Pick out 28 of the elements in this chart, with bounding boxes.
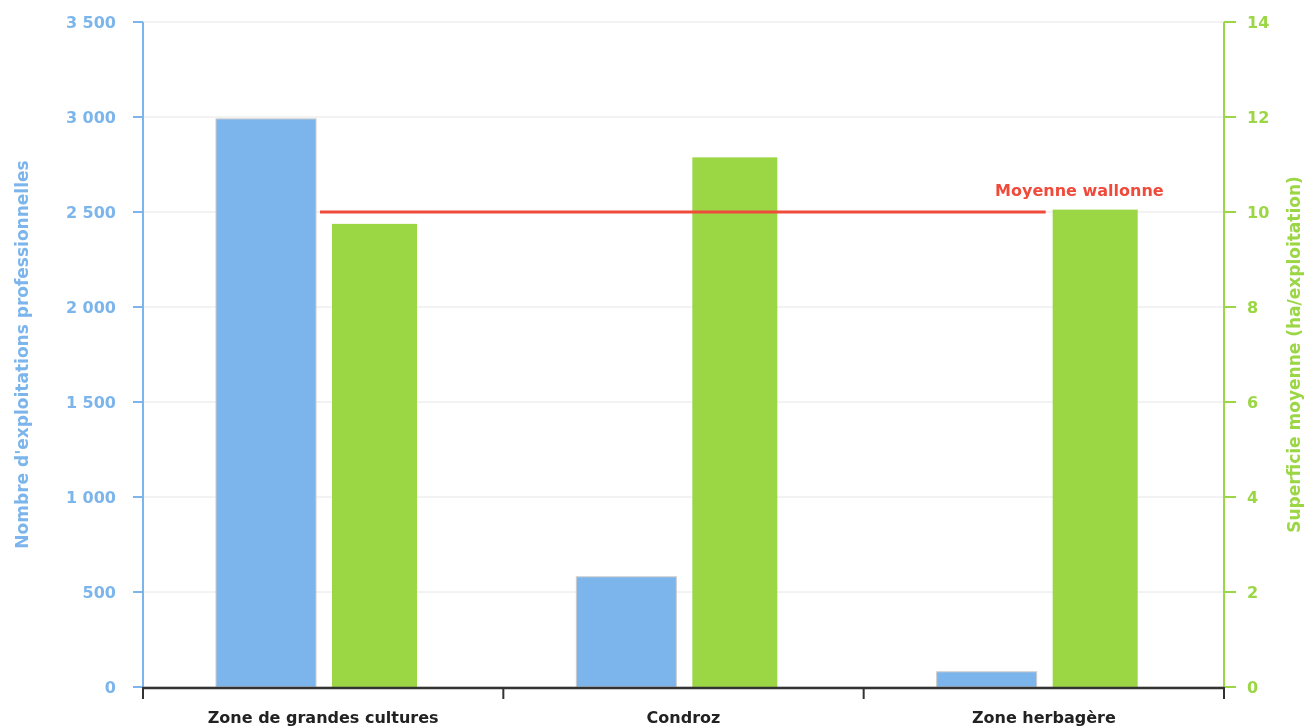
bar xyxy=(575,576,677,688)
bar xyxy=(332,223,417,687)
y-tick-label: 0 xyxy=(104,678,116,697)
bar xyxy=(1052,209,1138,687)
y2-tick-label: 0 xyxy=(1247,678,1259,697)
y-tick-label: 1 500 xyxy=(65,393,116,412)
bar xyxy=(936,671,1038,688)
x-tick-label: Zone herbagère xyxy=(971,708,1116,727)
bar xyxy=(692,157,778,687)
y-tick-label: 500 xyxy=(82,583,116,602)
y2-tick-label: 14 xyxy=(1247,13,1270,32)
y2-tick-label: 6 xyxy=(1247,393,1259,412)
x-tick-label: Zone de grandes cultures xyxy=(207,708,439,727)
y-axis-title: Nombre d'exploitations professionnelles xyxy=(12,160,32,549)
y2-tick-label: 4 xyxy=(1247,488,1259,507)
y2-axis-title: Superficie moyenne (ha/exploitation) xyxy=(1284,176,1304,533)
ref-line-label: Moyenne wallonne xyxy=(995,181,1164,200)
y2-tick-label: 8 xyxy=(1247,298,1259,317)
x-tick-label: Condroz xyxy=(646,708,721,727)
y2-tick-label: 12 xyxy=(1247,108,1270,127)
y2-tick-label: 2 xyxy=(1247,583,1259,602)
y-tick-label: 1 000 xyxy=(65,488,116,507)
y-tick-label: 3 500 xyxy=(65,13,116,32)
y-tick-label: 2 500 xyxy=(65,203,116,222)
y-tick-label: 2 000 xyxy=(65,298,116,317)
y2-tick-label: 10 xyxy=(1247,203,1270,222)
y-tick-label: 3 000 xyxy=(65,108,116,127)
bar xyxy=(215,118,317,688)
